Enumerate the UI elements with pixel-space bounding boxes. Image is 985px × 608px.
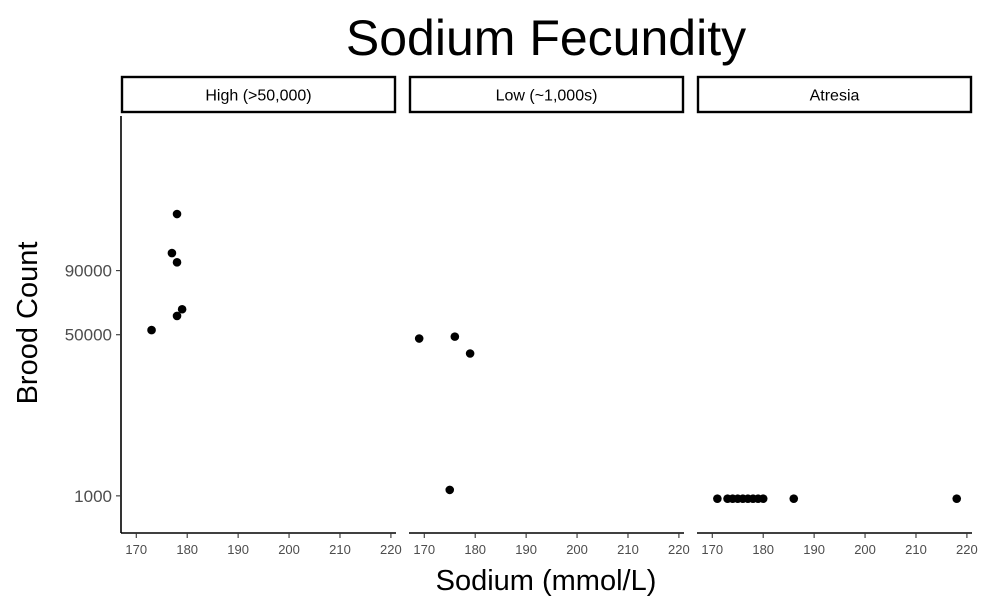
facet-strip: [120, 75, 397, 114]
plot-area: High (>50,000) 170 180 190 200 210 220 1000 5000…: [65, 75, 978, 557]
x-tick-label: 210: [617, 542, 639, 557]
x-tick-label: 180: [464, 542, 486, 557]
data-point: [758, 494, 768, 503]
x-tick-label: 170: [413, 542, 435, 557]
x-tick-label: 210: [329, 542, 351, 557]
data-point: [450, 332, 460, 341]
facet-label: High (>50,000): [205, 88, 311, 105]
data-point: [789, 494, 799, 503]
data-point: [414, 334, 424, 343]
x-tick-label: 180: [176, 542, 198, 557]
x-tick-label: 190: [227, 542, 249, 557]
x-tick-label: 200: [566, 542, 588, 557]
x-tick-label: 200: [278, 542, 300, 557]
y-tick-label: 1000: [74, 487, 112, 506]
facet-strip: [696, 75, 973, 114]
data-point: [177, 304, 187, 314]
y-tick-label: 90000: [65, 262, 112, 281]
x-tick-label: 200: [854, 542, 876, 557]
data-point: [172, 311, 182, 321]
x-tick-label: 190: [515, 542, 537, 557]
y-tick-label: 50000: [65, 326, 112, 345]
data-point: [713, 494, 722, 503]
data-point: [172, 209, 182, 219]
x-tick-label: 180: [752, 542, 774, 557]
data-point: [167, 248, 177, 258]
facet-label: Atresia: [810, 88, 860, 105]
chart-title: Sodium Fecundity: [346, 10, 746, 66]
data-point: [172, 258, 182, 267]
data-point: [952, 494, 962, 503]
x-axis-title: Sodium (mmol/L): [436, 565, 657, 597]
y-axis-title: Brood Count: [12, 242, 44, 405]
data-point: [147, 325, 156, 335]
x-tick-label: 210: [905, 542, 927, 557]
x-tick-label: 170: [125, 542, 147, 557]
x-tick-label: 190: [803, 542, 825, 557]
x-tick-label: 220: [956, 542, 978, 557]
data-point: [445, 485, 455, 495]
x-tick-label: 220: [668, 542, 690, 557]
facet-strip: [408, 75, 685, 114]
facet-label: Low (~1,000s): [496, 88, 598, 105]
x-tick-label: 170: [701, 542, 723, 557]
data-point: [465, 349, 475, 358]
x-tick-label: 220: [380, 542, 402, 557]
